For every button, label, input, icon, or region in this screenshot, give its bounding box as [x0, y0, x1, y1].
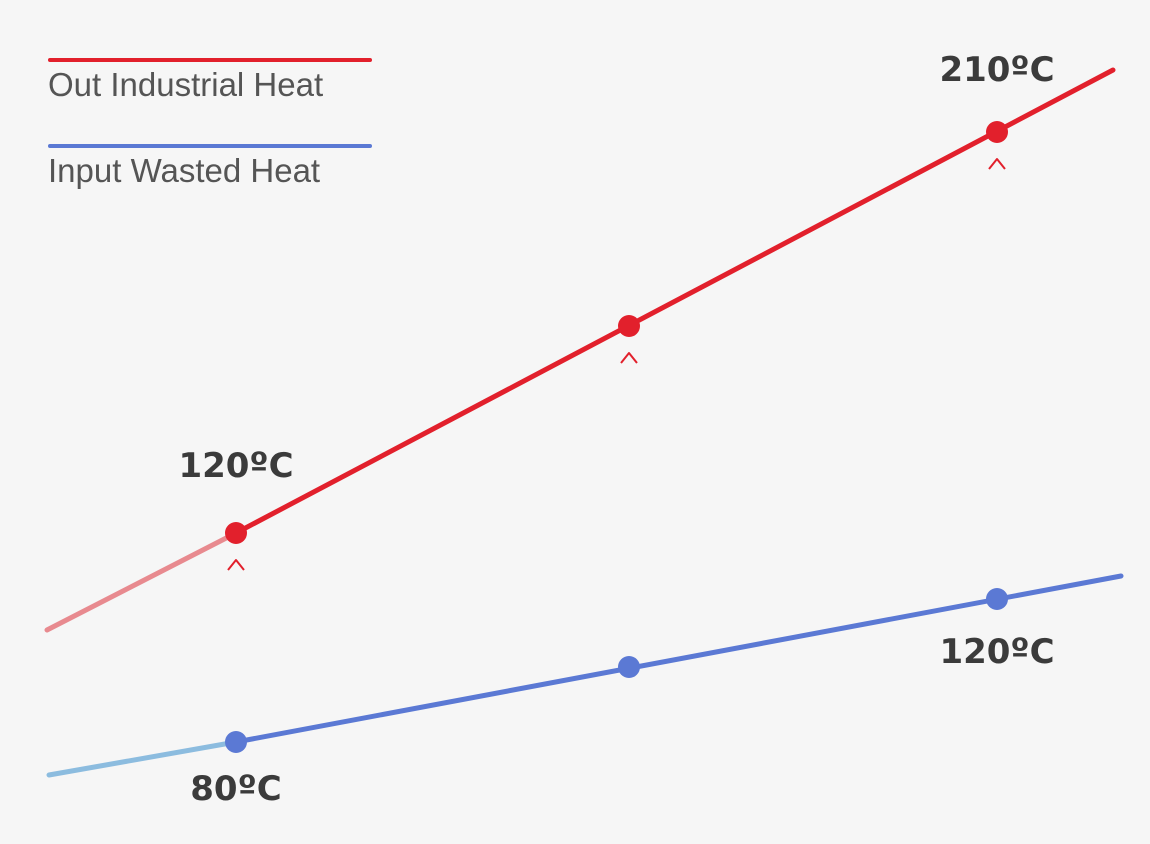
output-point-1: [225, 522, 247, 544]
output-end-temp-label: 210ºC: [939, 50, 1054, 90]
upgrade-arrow-1: [227, 559, 245, 714]
output-line-faded-segment: [44, 530, 239, 633]
output-point-3: [986, 121, 1008, 143]
upgrade-arrow-2: [620, 352, 638, 637]
legend-output-heat: Out Industrial Heat: [48, 58, 372, 104]
legend-input-heat: Input Wasted Heat: [48, 144, 372, 190]
legend-input-label: Input Wasted Heat: [48, 152, 321, 189]
input-line-faded-segment: [46, 739, 239, 778]
input-start-temp-label: 80ºC: [190, 769, 281, 809]
output-start-temp-label: 120ºC: [178, 446, 293, 486]
legend-input-swatch: [48, 144, 372, 148]
input-end-temp-label: 120ºC: [939, 632, 1054, 672]
legend-output-swatch: [48, 58, 372, 62]
output-point-2: [618, 315, 640, 337]
input-point-3: [986, 588, 1008, 610]
input-point-1: [225, 731, 247, 753]
upgrade-arrow-3: [988, 158, 1006, 570]
legend-output-label: Out Industrial Heat: [48, 66, 324, 103]
output-heat-line: [233, 67, 1116, 536]
input-heat-line: [233, 573, 1124, 745]
input-point-2: [618, 656, 640, 678]
